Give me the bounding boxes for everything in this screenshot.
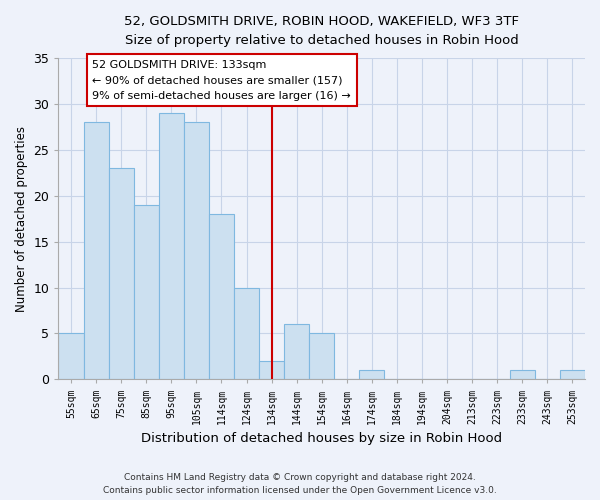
Y-axis label: Number of detached properties: Number of detached properties: [15, 126, 28, 312]
Bar: [359, 370, 385, 380]
Text: 52 GOLDSMITH DRIVE: 133sqm
← 90% of detached houses are smaller (157)
9% of semi: 52 GOLDSMITH DRIVE: 133sqm ← 90% of deta…: [92, 60, 351, 101]
Title: 52, GOLDSMITH DRIVE, ROBIN HOOD, WAKEFIELD, WF3 3TF
Size of property relative to: 52, GOLDSMITH DRIVE, ROBIN HOOD, WAKEFIE…: [124, 15, 519, 47]
Bar: [309, 334, 334, 380]
Bar: [58, 334, 83, 380]
Bar: [83, 122, 109, 380]
Bar: [109, 168, 134, 380]
Bar: [209, 214, 234, 380]
Bar: [234, 288, 259, 380]
Bar: [159, 113, 184, 380]
Bar: [134, 205, 159, 380]
Bar: [284, 324, 309, 380]
Text: Contains HM Land Registry data © Crown copyright and database right 2024.
Contai: Contains HM Land Registry data © Crown c…: [103, 473, 497, 495]
Bar: [560, 370, 585, 380]
Bar: [510, 370, 535, 380]
Bar: [259, 361, 284, 380]
Bar: [184, 122, 209, 380]
X-axis label: Distribution of detached houses by size in Robin Hood: Distribution of detached houses by size …: [141, 432, 502, 445]
